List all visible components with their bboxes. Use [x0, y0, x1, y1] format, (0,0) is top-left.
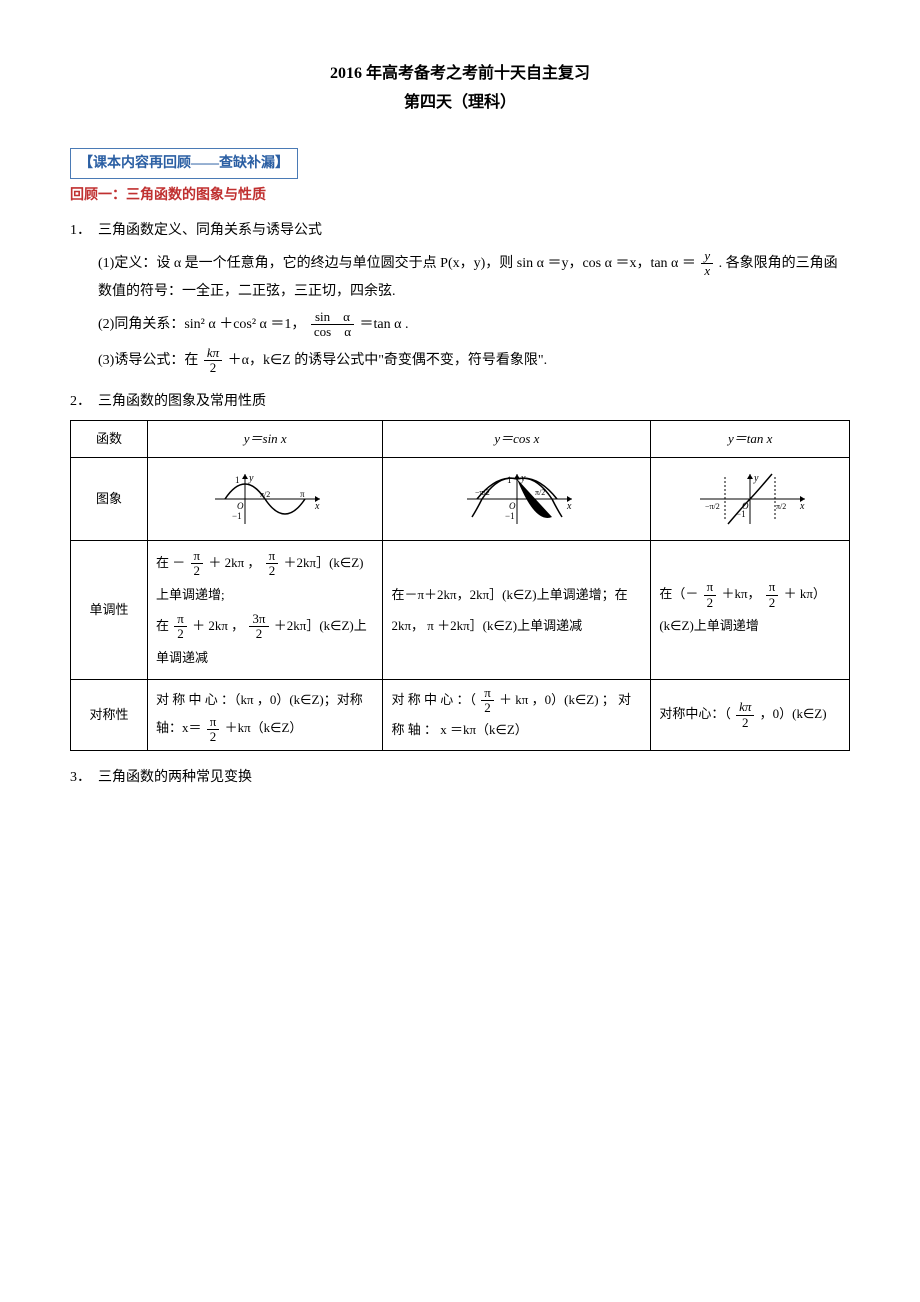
table-row-graph: 图象 1 −1 π/2 π y x O	[71, 457, 850, 540]
svg-text:−π/2: −π/2	[705, 502, 720, 511]
row-label-sym: 对称性	[71, 679, 148, 750]
svg-text:−1: −1	[232, 511, 242, 521]
frac-den: cos α	[311, 325, 354, 339]
frac-pi-2: π2	[207, 715, 220, 745]
th-cos: y＝cos x	[383, 421, 651, 457]
svg-text:1: 1	[507, 475, 512, 485]
fraction-sin-over-cos: sin α cos α	[311, 310, 354, 340]
svg-text:O: O	[742, 501, 749, 511]
svg-text:x: x	[799, 501, 805, 512]
table-row-symmetry: 对称性 对 称 中 心 ：（kπ ，0）(k∈Z)；对称轴：x＝ π2 ＋kπ（…	[71, 679, 850, 750]
frac-num: sin α	[311, 310, 354, 325]
svg-text:−1: −1	[505, 511, 515, 521]
svg-text:y: y	[753, 473, 759, 484]
frac-3pi-2: 3π2	[249, 612, 268, 642]
tan-graph-icon: −π/2 π/2 −1 y x O	[690, 469, 810, 529]
item-1-title: 三角函数定义、同角关系与诱导公式	[98, 223, 322, 238]
frac-pi-2: π2	[766, 580, 779, 610]
sin-graph-icon: 1 −1 π/2 π y x O	[205, 469, 325, 529]
trig-properties-table: 函数 y＝sin x y＝cos x y＝tan x 图象 1 −1	[70, 420, 850, 751]
item-2: 2．三角函数的图象及常用性质 函数 y＝sin x y＝cos x y＝tan …	[70, 389, 850, 751]
svg-text:x: x	[314, 501, 320, 512]
item-2-number: 2．	[70, 389, 98, 414]
document-title: 2016 年高考备考之考前十天自主复习 第四天（理科）	[70, 60, 850, 118]
frac-kpi-2: kπ2	[736, 700, 754, 730]
th-function: 函数	[71, 421, 148, 457]
graph-cos: −π/2 π/2 1 −1 y x O	[383, 457, 651, 540]
row-label-graph: 图象	[71, 457, 148, 540]
item-1: 1．三角函数定义、同角关系与诱导公式 (1)定义：设 α 是一个任意角，它的终边…	[70, 218, 850, 375]
svg-text:π/2: π/2	[535, 488, 545, 497]
svg-text:−π/2: −π/2	[475, 488, 490, 497]
graph-tan: −π/2 π/2 −1 y x O	[651, 457, 850, 540]
item-3-title: 三角函数的两种常见变换	[98, 770, 252, 785]
sym-sin: 对 称 中 心 ：（kπ ，0）(k∈Z)；对称轴：x＝ π2 ＋kπ（k∈Z）	[148, 679, 383, 750]
svg-text:O: O	[237, 501, 244, 511]
sym-cos: 对 称 中 心 ：（ π2 ＋ kπ ，0）(k∈Z) ； 对 称 轴 ： x …	[383, 679, 651, 750]
item-1-number: 1．	[70, 218, 98, 243]
th-sin: y＝sin x	[148, 421, 383, 457]
item-1-3-post: ＋α，k∈Z 的诱导公式中"奇变偶不变，符号看象限".	[228, 353, 548, 368]
table-row-monotonicity: 单调性 在 － π2 ＋ 2kπ ， π2 ＋2kπ］(k∈Z)上单调递增; 在…	[71, 540, 850, 679]
th-tan: y＝tan x	[651, 421, 850, 457]
item-3-number: 3．	[70, 765, 98, 790]
table-header-row: 函数 y＝sin x y＝cos x y＝tan x	[71, 421, 850, 457]
item-3: 3．三角函数的两种常见变换	[70, 765, 850, 790]
cos-graph-icon: −π/2 π/2 1 −1 y x O	[457, 469, 577, 529]
row-label-mono: 单调性	[71, 540, 148, 679]
item-1-1-pre: (1)定义：设 α 是一个任意角，它的终边与单位圆交于点 P(x，y)，则 si…	[98, 256, 696, 271]
sym-tan: 对称中心：（ kπ2 ，0）(k∈Z)	[651, 679, 850, 750]
fraction-kpi-2: kπ 2	[204, 346, 222, 376]
frac-pi-2: π2	[704, 580, 717, 610]
review-subtitle: 回顾一：三角函数的图象与性质	[70, 183, 850, 208]
graph-sin: 1 −1 π/2 π y x O	[148, 457, 383, 540]
frac-den: 2	[204, 361, 222, 375]
item-1-3: (3)诱导公式：在 kπ 2 ＋α，k∈Z 的诱导公式中"奇变偶不变，符号看象限…	[98, 346, 850, 376]
svg-text:x: x	[566, 501, 572, 512]
svg-text:π/2: π/2	[260, 490, 270, 499]
item-1-3-pre: (3)诱导公式：在	[98, 353, 198, 368]
svg-text:y: y	[520, 473, 526, 484]
mono-sin: 在 － π2 ＋ 2kπ ， π2 ＋2kπ］(k∈Z)上单调递增; 在 π2 …	[148, 540, 383, 679]
svg-text:y: y	[248, 473, 254, 484]
mono-tan: 在（－ π2 ＋kπ， π2 ＋ kπ）(k∈Z)上单调递增	[651, 540, 850, 679]
svg-text:π: π	[300, 489, 305, 499]
item-1-2-pre: (2)同角关系：sin² α ＋cos² α ＝1，	[98, 317, 305, 332]
frac-den: x	[701, 264, 713, 278]
svg-text:1: 1	[235, 475, 240, 485]
section-header-text: 【课本内容再回顾——查缺补漏】	[79, 156, 289, 171]
svg-text:π/2: π/2	[776, 502, 786, 511]
item-1-2: (2)同角关系：sin² α ＋cos² α ＝1， sin α cos α ＝…	[98, 310, 850, 340]
frac-num: y	[701, 249, 713, 264]
title-line1: 2016 年高考备考之考前十天自主复习	[70, 60, 850, 89]
svg-text:O: O	[509, 501, 516, 511]
frac-pi-2: π2	[266, 549, 279, 579]
item-2-title: 三角函数的图象及常用性质	[98, 394, 266, 409]
frac-pi-2: π2	[481, 686, 494, 716]
item-1-1: (1)定义：设 α 是一个任意角，它的终边与单位圆交于点 P(x，y)，则 si…	[98, 249, 850, 304]
section-header-box: 【课本内容再回顾——查缺补漏】	[70, 148, 298, 179]
frac-pi-2: π2	[191, 549, 204, 579]
frac-num: kπ	[204, 346, 222, 361]
item-1-2-post: ＝tan α .	[360, 317, 409, 332]
mono-cos: 在－π＋2kπ，2kπ］(k∈Z)上单调递增；在 2kπ， π ＋2kπ］(k∈…	[383, 540, 651, 679]
fraction-y-over-x: y x	[701, 249, 713, 279]
frac-pi-2: π2	[174, 612, 187, 642]
title-line2: 第四天（理科）	[70, 89, 850, 118]
